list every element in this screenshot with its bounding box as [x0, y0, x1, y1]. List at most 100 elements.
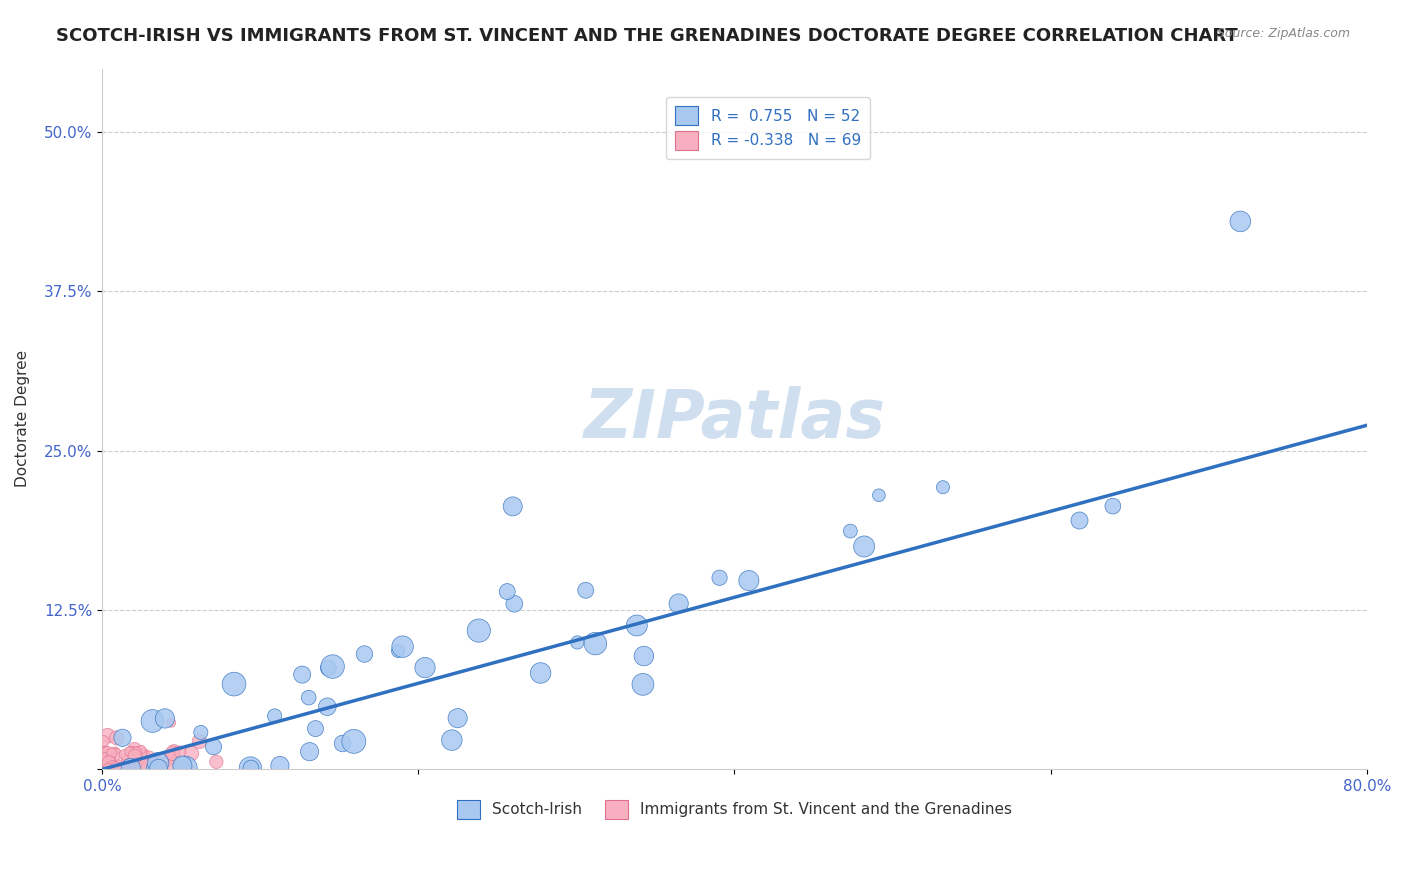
Point — [141, 756, 163, 770]
Point — [446, 711, 468, 725]
Point — [120, 761, 142, 775]
Point — [104, 762, 127, 776]
Point — [94, 755, 117, 769]
Point — [107, 761, 129, 775]
Point — [94, 750, 117, 764]
Point — [353, 647, 375, 661]
Point — [97, 729, 120, 743]
Point — [118, 753, 141, 767]
Point — [633, 648, 655, 663]
Point — [631, 677, 654, 691]
Point — [839, 524, 862, 538]
Point — [121, 746, 143, 760]
Point — [146, 756, 169, 771]
Point — [332, 736, 354, 750]
Point — [94, 759, 117, 773]
Point — [131, 758, 153, 772]
Point — [316, 699, 339, 714]
Point — [105, 731, 128, 745]
Point — [93, 751, 115, 765]
Point — [150, 762, 173, 776]
Text: ZIPatlas: ZIPatlas — [583, 386, 886, 452]
Point — [98, 757, 121, 772]
Point — [98, 756, 121, 770]
Point — [124, 762, 146, 776]
Point — [413, 660, 436, 674]
Point — [298, 745, 321, 759]
Point — [93, 760, 115, 774]
Point — [103, 762, 125, 776]
Point — [391, 640, 413, 654]
Point — [124, 747, 146, 761]
Point — [172, 758, 194, 772]
Point — [128, 755, 150, 769]
Point — [322, 659, 344, 673]
Point — [1069, 514, 1091, 528]
Point — [94, 742, 117, 756]
Text: Source: ZipAtlas.com: Source: ZipAtlas.com — [1216, 27, 1350, 40]
Point — [343, 734, 366, 748]
Point — [112, 747, 135, 762]
Point — [104, 744, 127, 758]
Point — [502, 500, 524, 514]
Point — [134, 761, 156, 775]
Point — [304, 722, 326, 736]
Point — [100, 748, 122, 763]
Point — [139, 748, 162, 763]
Point — [111, 731, 134, 745]
Point — [190, 725, 212, 739]
Point — [141, 761, 163, 775]
Legend: Scotch-Irish, Immigrants from St. Vincent and the Grenadines: Scotch-Irish, Immigrants from St. Vincen… — [451, 794, 1018, 825]
Point — [160, 715, 183, 730]
Point — [269, 758, 291, 772]
Point — [738, 574, 761, 588]
Point — [125, 751, 148, 765]
Point — [387, 644, 409, 658]
Point — [101, 746, 124, 760]
Point — [145, 753, 167, 767]
Point — [122, 762, 145, 776]
Point — [291, 667, 314, 681]
Point — [440, 733, 463, 747]
Point — [180, 747, 202, 761]
Point — [202, 739, 225, 754]
Point — [124, 749, 146, 764]
Point — [128, 747, 150, 761]
Point — [1229, 214, 1251, 228]
Point — [122, 762, 145, 776]
Point — [132, 748, 155, 763]
Y-axis label: Doctorate Degree: Doctorate Degree — [15, 351, 30, 487]
Point — [96, 756, 118, 771]
Point — [117, 762, 139, 776]
Point — [163, 758, 186, 772]
Point — [239, 761, 262, 775]
Point — [163, 744, 186, 758]
Point — [169, 745, 191, 759]
Point — [141, 714, 163, 728]
Point — [188, 734, 211, 748]
Point — [107, 759, 129, 773]
Point — [529, 665, 551, 680]
Point — [131, 742, 153, 756]
Point — [173, 762, 195, 776]
Point — [118, 744, 141, 758]
Point — [112, 762, 135, 776]
Point — [853, 540, 876, 554]
Point — [93, 734, 115, 748]
Point — [496, 584, 519, 599]
Point — [124, 742, 146, 756]
Point — [468, 624, 491, 638]
Point — [100, 752, 122, 766]
Point — [163, 744, 186, 758]
Text: SCOTCH-IRISH VS IMMIGRANTS FROM ST. VINCENT AND THE GRENADINES DOCTORATE DEGREE : SCOTCH-IRISH VS IMMIGRANTS FROM ST. VINC… — [56, 27, 1239, 45]
Point — [583, 637, 606, 651]
Point — [115, 762, 138, 776]
Point — [868, 488, 890, 502]
Point — [97, 746, 120, 760]
Point — [97, 762, 120, 776]
Point — [179, 762, 201, 776]
Point — [148, 761, 170, 775]
Point — [105, 762, 128, 776]
Point — [100, 748, 122, 763]
Point — [125, 758, 148, 772]
